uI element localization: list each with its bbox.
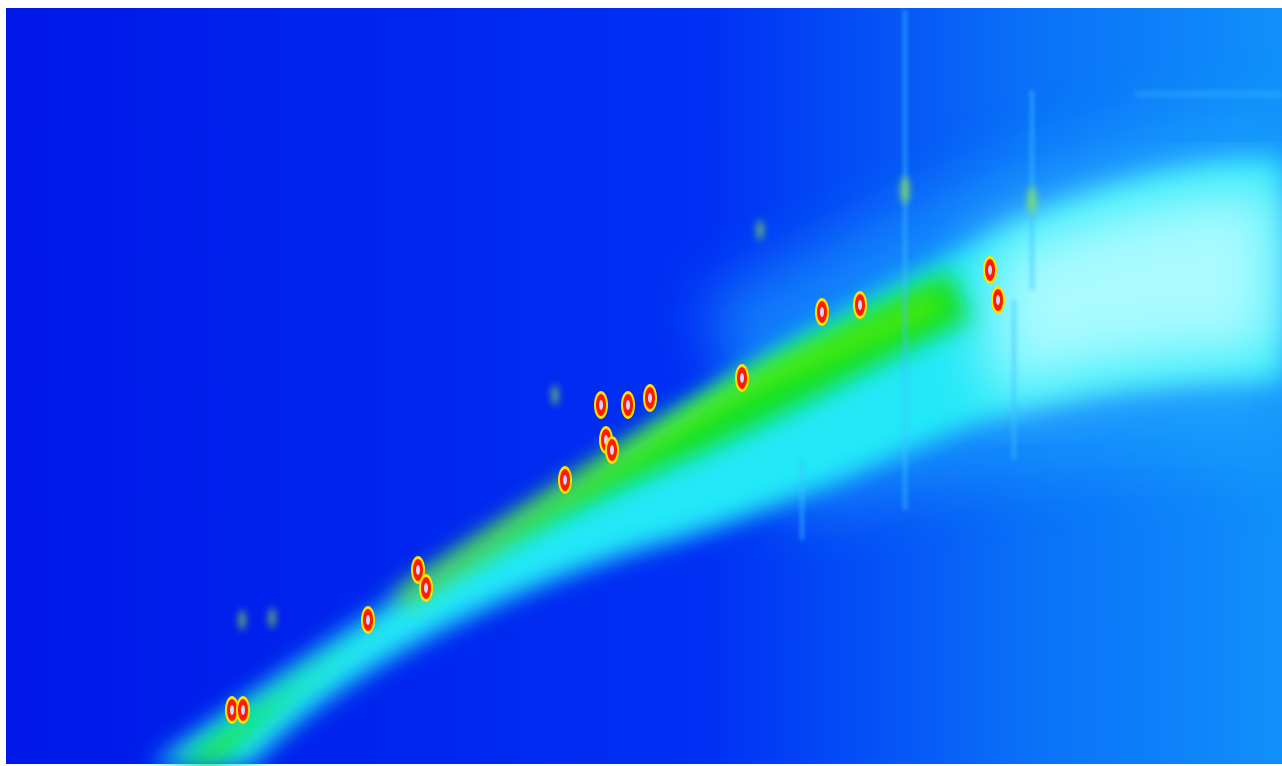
peak bbox=[241, 705, 245, 715]
peak bbox=[424, 583, 428, 593]
peak bbox=[610, 445, 614, 455]
peak bbox=[366, 615, 370, 625]
spot bbox=[269, 608, 275, 628]
streak bbox=[903, 10, 907, 510]
spot bbox=[239, 610, 245, 630]
top-margin bbox=[0, 0, 1282, 8]
spot bbox=[757, 220, 763, 240]
left-margin bbox=[0, 0, 6, 388]
spot bbox=[1028, 186, 1036, 214]
peak bbox=[996, 295, 1000, 305]
peak bbox=[626, 400, 630, 410]
peak bbox=[416, 565, 420, 575]
peak bbox=[599, 400, 603, 410]
peak bbox=[740, 373, 744, 383]
peak bbox=[820, 307, 824, 317]
peak bbox=[988, 265, 992, 275]
peak bbox=[563, 475, 567, 485]
streak bbox=[1135, 90, 1282, 98]
spot bbox=[552, 385, 558, 405]
peak bbox=[648, 393, 652, 403]
streak bbox=[800, 460, 804, 540]
spot bbox=[901, 176, 909, 204]
peak bbox=[858, 300, 862, 310]
streak bbox=[1012, 300, 1016, 460]
peak bbox=[230, 705, 234, 715]
